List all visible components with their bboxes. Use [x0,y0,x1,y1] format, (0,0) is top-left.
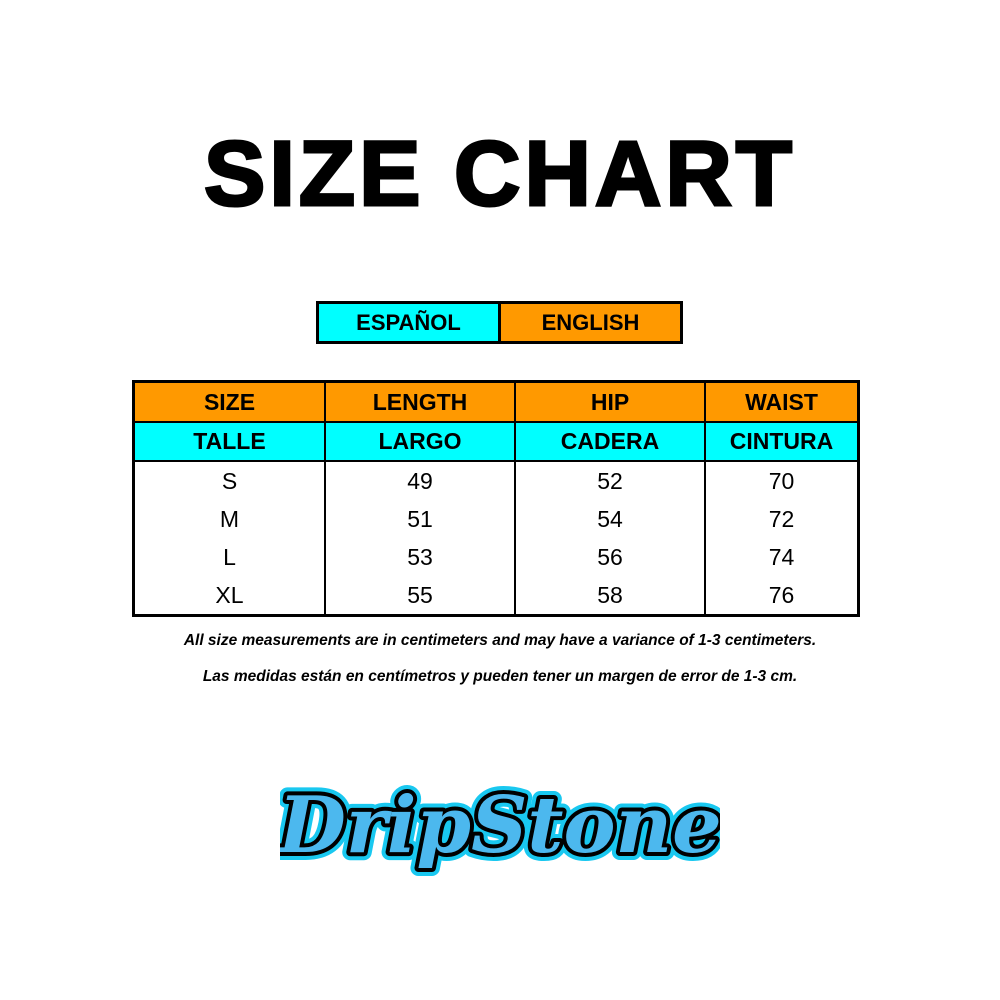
legend-english: ENGLISH [501,304,680,341]
header-cell: CADERA [514,422,705,462]
cell: XL [215,581,244,608]
header-row-spanish: TALLE LARGO CADERA CINTURA [133,422,859,462]
cell: 54 [514,500,705,538]
table-row: XL 55 58 76 [134,576,859,616]
svg-text:DripStone: DripStone [280,780,720,871]
cell: 53 [324,538,515,576]
cell: L [223,543,236,570]
svg-text:DripStone: DripStone [280,780,720,871]
header-cell: CINTURA [704,422,859,462]
cell: 70 [704,461,859,500]
svg-text:DripStone: DripStone [280,780,720,871]
table-row: L 53 56 74 [134,538,859,576]
cell: M [219,505,240,532]
size-table: SIZE LENGTH HIP WAIST TALLE LARGO CADERA… [132,380,860,617]
header-cell: HIP [514,381,705,423]
language-legend: ESPAÑOL ENGLISH [316,301,683,344]
header-cell: LARGO [324,422,515,462]
cell: 49 [324,461,515,500]
table-row: M 51 54 72 [134,500,859,538]
cell: 52 [514,461,705,500]
table-row: S 49 52 70 [134,461,859,500]
legend-spanish: ESPAÑOL [319,304,501,341]
cell: 55 [324,576,515,616]
cell: 74 [704,538,859,576]
header-row-english: SIZE LENGTH HIP WAIST [133,381,859,423]
cell: 58 [514,576,705,616]
header-cell: LENGTH [324,381,515,423]
note-spanish: Las medidas están en centímetros y puede… [202,668,798,685]
dripstone-logo: DripStone DripStone DripStone [280,772,720,879]
cell: 56 [514,538,705,576]
header-cell: TALLE [133,422,325,462]
cell: 51 [324,500,515,538]
note-english: All size measurements are in centimeters… [183,632,817,649]
cell: S [221,467,238,494]
page-title: SIZE CHART [203,122,796,227]
cell: 76 [704,576,859,616]
cell: 72 [704,500,859,538]
header-cell: SIZE [133,381,325,423]
header-cell: WAIST [704,381,859,423]
